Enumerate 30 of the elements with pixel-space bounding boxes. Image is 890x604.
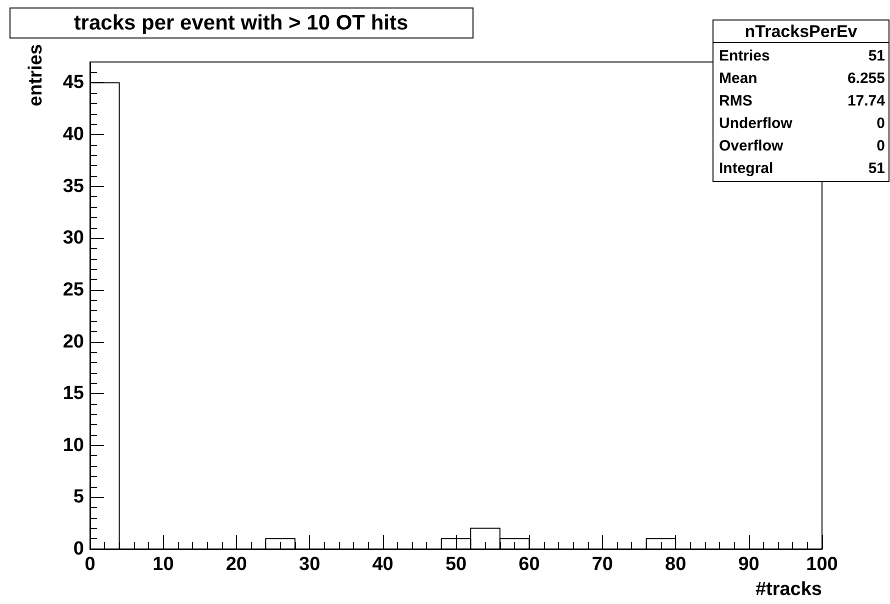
x-tick-label: 100: [806, 554, 838, 575]
x-tick-label: 60: [518, 554, 540, 575]
x-tick-label: 90: [738, 554, 760, 575]
y-tick-label: 45: [62, 72, 84, 94]
y-tick-label: 40: [62, 124, 84, 146]
text: Entries 51: [719, 47, 885, 64]
text: Overflow 0: [719, 137, 885, 154]
x-tick-label: 10: [152, 554, 174, 575]
text: Mean 6.255: [719, 70, 885, 87]
x-tick-label: 70: [592, 554, 613, 575]
text: nTracksPerEv: [744, 22, 858, 41]
y-tick-label: 0: [73, 538, 84, 560]
y-tick-label: 35: [62, 176, 84, 197]
text: RMS 17.74: [719, 92, 885, 110]
y-tick-label: 30: [62, 228, 84, 249]
text: Integral 51: [719, 160, 885, 177]
x-tick-label: 50: [445, 554, 467, 575]
x-tick-label: 30: [299, 554, 320, 575]
chart-title: tracks per event with > 10 OT hits: [74, 12, 408, 34]
y-tick-label: 20: [62, 331, 84, 352]
x-axis-title: #tracks: [755, 579, 822, 600]
y-tick-label: 15: [62, 383, 84, 404]
text: Underflow 0: [719, 114, 885, 132]
x-tick-label: 80: [665, 554, 686, 575]
y-tick-label: 5: [73, 486, 84, 508]
y-tick-label: 25: [62, 279, 84, 300]
y-tick-label: 10: [62, 434, 84, 456]
x-tick-label: 40: [372, 554, 394, 575]
x-tick-label: 20: [226, 554, 247, 575]
y-axis-title: entries: [26, 44, 46, 106]
